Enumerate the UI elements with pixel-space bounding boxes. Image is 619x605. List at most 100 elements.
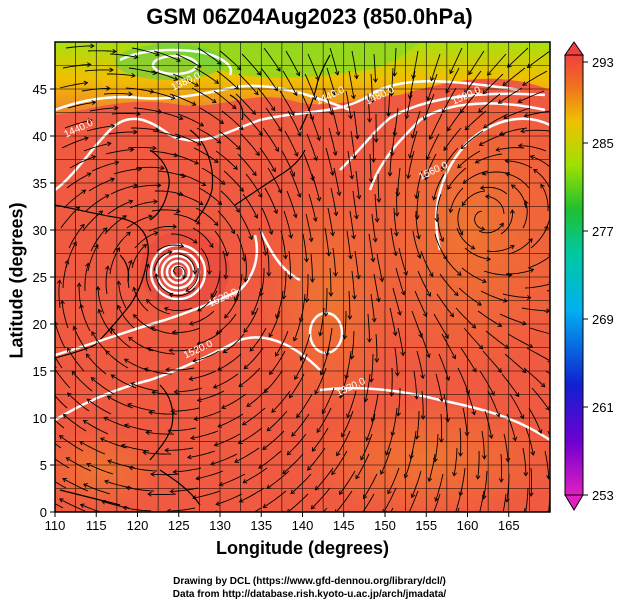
streamline-arrow bbox=[94, 244, 99, 249]
streamline-arrow bbox=[214, 79, 220, 84]
streamline-arrow bbox=[131, 73, 136, 78]
streamline-arrow bbox=[328, 292, 334, 297]
streamline bbox=[290, 473, 312, 494]
streamline-arrow bbox=[90, 43, 95, 49]
streamline bbox=[104, 215, 127, 235]
streamline bbox=[293, 313, 303, 341]
streamline-arrow bbox=[423, 175, 429, 181]
streamline-arrow bbox=[529, 154, 535, 160]
streamline-arrow bbox=[83, 80, 89, 86]
streamline-arrow bbox=[351, 234, 357, 240]
streamline bbox=[55, 481, 67, 489]
streamline-arrow bbox=[238, 125, 244, 131]
streamline bbox=[55, 458, 70, 469]
streamline-arrow bbox=[428, 272, 434, 278]
streamline bbox=[286, 190, 297, 218]
streamline-arrow bbox=[447, 185, 452, 190]
streamline bbox=[245, 173, 263, 198]
streamline bbox=[264, 187, 278, 214]
streamline bbox=[275, 330, 289, 357]
streamline-arrow bbox=[553, 454, 557, 458]
streamline-arrow bbox=[540, 183, 545, 189]
streamline bbox=[380, 447, 392, 475]
streamline bbox=[411, 470, 422, 498]
streamline bbox=[199, 107, 224, 124]
streamline-arrow bbox=[269, 370, 274, 375]
streamline bbox=[501, 373, 520, 397]
streamline bbox=[124, 424, 153, 432]
streamline bbox=[170, 487, 199, 493]
streamline-arrow bbox=[86, 172, 92, 177]
streamline bbox=[500, 453, 503, 483]
streamline-arrow bbox=[114, 160, 120, 166]
streamline bbox=[127, 146, 156, 149]
streamline bbox=[551, 411, 564, 436]
streamline bbox=[65, 45, 94, 49]
streamline bbox=[440, 413, 443, 443]
streamline bbox=[83, 483, 111, 495]
streamline-arrow bbox=[168, 292, 174, 298]
streamline bbox=[362, 493, 375, 512]
streamline-arrow bbox=[410, 493, 416, 499]
streamline-arrow bbox=[347, 315, 353, 320]
streamline bbox=[453, 447, 458, 476]
streamline bbox=[239, 213, 253, 240]
streamline-arrow bbox=[197, 307, 202, 312]
streamline-arrow bbox=[482, 89, 488, 95]
streamline bbox=[172, 73, 199, 87]
streamline bbox=[201, 167, 226, 185]
streamline bbox=[487, 390, 500, 417]
streamline-arrow bbox=[248, 235, 254, 241]
streamline-arrow bbox=[333, 272, 338, 277]
streamline bbox=[433, 313, 449, 339]
streamline-arrow bbox=[251, 310, 256, 316]
x-tick-label: 165 bbox=[498, 518, 520, 533]
streamline bbox=[351, 270, 356, 299]
streamline-arrow bbox=[444, 334, 449, 339]
streamline-arrow bbox=[164, 447, 169, 453]
streamline bbox=[221, 393, 247, 409]
streamline bbox=[496, 147, 525, 151]
streamline-arrow bbox=[186, 454, 192, 460]
streamline bbox=[123, 506, 152, 512]
streamline bbox=[286, 433, 307, 456]
streamline-arrow bbox=[332, 151, 338, 156]
streamline bbox=[389, 147, 393, 176]
streamline-arrow bbox=[145, 263, 150, 269]
x-tick-label: 150 bbox=[374, 518, 396, 533]
streamline-arrow bbox=[540, 382, 546, 388]
streamline bbox=[285, 50, 300, 76]
streamline bbox=[353, 110, 359, 139]
streamline-arrow bbox=[438, 438, 444, 443]
streamline bbox=[236, 233, 245, 261]
streamline-arrow bbox=[356, 195, 362, 200]
streamline-arrow bbox=[39, 494, 43, 498]
streamline-arrow bbox=[251, 110, 256, 115]
streamline-arrow bbox=[447, 126, 452, 132]
streamline bbox=[419, 330, 430, 358]
x-tick-label: 115 bbox=[86, 518, 107, 533]
colorbar-tick-label: 261 bbox=[592, 400, 614, 415]
streamline bbox=[412, 50, 419, 79]
streamline bbox=[129, 466, 158, 472]
streamline-arrow bbox=[128, 199, 134, 205]
streamline-arrow bbox=[271, 408, 276, 413]
streamline bbox=[210, 453, 238, 465]
streamline-arrow bbox=[481, 170, 487, 176]
streamline bbox=[367, 93, 371, 122]
streamline bbox=[522, 70, 548, 86]
streamline-arrow bbox=[475, 475, 481, 480]
streamline-arrow bbox=[394, 212, 400, 217]
streamline-arrow bbox=[262, 251, 268, 256]
streamline-arrow bbox=[217, 200, 223, 206]
streamline-arrow bbox=[273, 86, 278, 92]
streamline bbox=[135, 166, 164, 169]
streamline-arrow bbox=[375, 297, 381, 303]
streamline-arrow bbox=[262, 503, 268, 508]
streamline-arrow bbox=[171, 329, 177, 335]
streamline bbox=[127, 260, 132, 289]
streamline-arrow bbox=[495, 412, 501, 418]
streamline bbox=[327, 207, 334, 236]
streamline-arrow bbox=[418, 333, 423, 339]
streamline-arrow bbox=[349, 174, 355, 180]
